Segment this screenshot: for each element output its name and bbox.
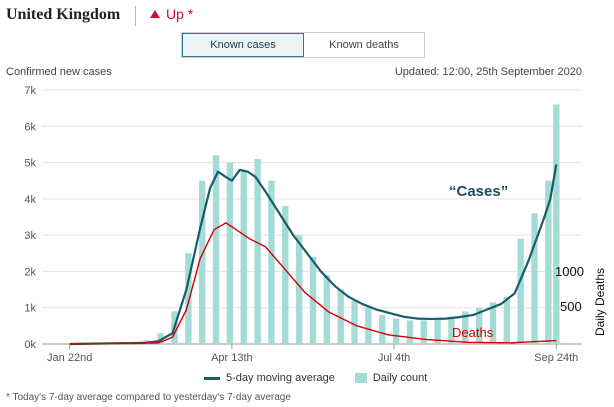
y-tick-label: 6k [24,121,36,133]
daily-count-bar [475,307,483,344]
right-tick-label: 1000 [555,264,584,279]
y-tick-label: 4k [24,194,36,206]
y-tick-label: 5k [24,158,36,170]
x-tick-label: Sep 24th [534,352,578,364]
daily-count-bar [448,316,455,344]
y-tick-label: 0k [24,339,36,351]
y-tick-label: 2k [24,266,36,278]
y-tick-label: 3k [24,230,36,242]
right-axis: 1000 500 Daily Deaths [555,264,607,336]
right-tick-label: 500 [560,299,582,314]
daily-count-bar [199,180,206,344]
x-tick-labels: Jan 22nd Apr 13th Jul 4th Sep 24th [47,344,578,364]
daily-count-bar [545,180,552,344]
tab-known-cases[interactable]: Known cases [182,33,304,57]
legend-bar-label: Daily count [372,372,428,384]
country-title: United Kingdom [6,6,121,23]
deaths-annotation: Deaths [452,325,494,340]
daily-count-bar [295,235,303,344]
daily-count-bars [143,104,560,344]
daily-count-bar [462,311,469,344]
daily-count-bar [379,314,386,344]
x-tick-label: Jan 22nd [47,352,92,364]
daily-count-bar [254,158,261,344]
legend-line-swatch [204,376,220,380]
series-lines [69,164,558,346]
x-tick-label: Apr 13th [211,352,253,364]
cases-annotation: “Cases” [449,183,508,200]
up-arrow-icon [150,10,160,18]
daily-count-bar [365,307,372,344]
y-axis-title: Confirmed new cases [6,66,112,78]
legend: 5-day moving average Daily count [204,372,427,384]
legend-bar-swatch [354,373,367,383]
daily-count-bar [392,318,400,344]
daily-count-bar [157,333,164,344]
deaths-line [69,222,557,345]
trend-marker: * [187,6,194,22]
trend-indicator: Up * [150,6,193,22]
daily-count-bar [240,169,247,344]
x-tick-label: Jul 4th [378,352,410,364]
daily-count-bar [337,289,344,344]
legend-line-label: 5-day moving average [226,372,335,384]
daily-count-bar [351,300,358,344]
trend-label: Up [166,6,184,22]
y-tick-labels: 0k 1k 2k 3k 4k 5k 6k 7k [24,85,36,351]
y-tick-label: 7k [24,85,36,97]
data-tabs: Known cases Known deaths [181,32,425,58]
tab-known-deaths[interactable]: Known deaths [304,33,424,57]
right-axis-label: Daily Deaths [593,268,607,336]
daily-count-bar [517,238,524,344]
daily-count-bar [226,162,234,344]
daily-count-bar [309,256,317,344]
daily-count-bar [489,302,497,344]
daily-count-bar [503,296,511,344]
daily-count-bar [531,213,538,344]
daily-count-bar [282,206,289,344]
y-tick-label: 1k [24,303,36,315]
footnote: * Today's 7-day average compared to yest… [6,392,291,403]
daily-count-bar [185,253,192,344]
daily-count-bar [434,318,441,344]
daily-count-bar [420,320,427,344]
updated-timestamp: Updated: 12:00, 25th September 2020 [394,66,582,78]
daily-count-bar [268,180,275,344]
title-divider [135,6,136,26]
daily-count-bar [406,320,414,344]
daily-count-bar [553,104,560,344]
moving-average-line [69,164,558,346]
daily-count-bar [212,155,220,344]
